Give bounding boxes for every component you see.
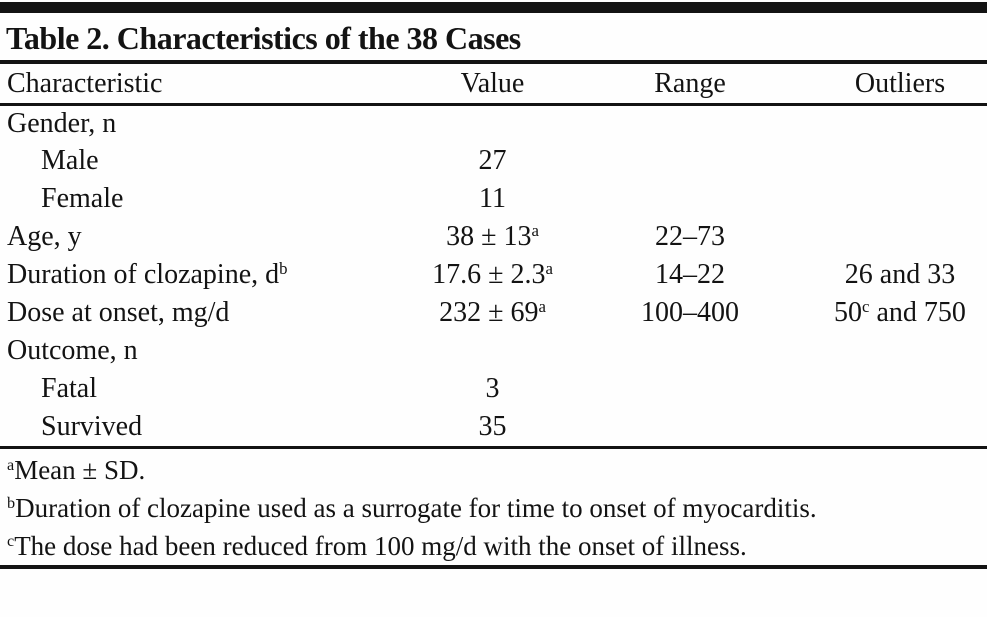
superscript-marker: a <box>538 296 546 316</box>
cell-value <box>390 104 595 142</box>
table-row: Survived 35 <box>0 408 987 446</box>
cell-value: 3 <box>485 373 500 404</box>
superscript-marker: b <box>279 258 288 278</box>
footnote-rule <box>0 446 987 449</box>
cell-range <box>595 370 785 408</box>
footnote-text: The dose had been reduced from 100 mg/d … <box>14 531 747 561</box>
cell-characteristic: Male <box>41 145 99 176</box>
cell-value: 35 <box>478 411 507 442</box>
table-row: Female 11 <box>0 180 987 218</box>
table-row: Age, y 38 ± 13a 22–73 <box>0 218 987 256</box>
table-bottom-rule <box>0 565 987 569</box>
cell-outliers <box>785 104 987 142</box>
cell-characteristic: Survived <box>41 411 143 442</box>
cell-outliers <box>785 332 987 370</box>
table-row: Dose at onset, mg/d 232 ± 69a 100–400 50c a… <box>0 294 987 332</box>
footnote-c: cThe dose had been reduced from 100 mg/d… <box>7 527 898 565</box>
cell-characteristic: Duration of clozapine, db <box>7 258 288 290</box>
footnote-a: aMean ± SD. <box>7 451 898 489</box>
table-row: Duration of clozapine, db 17.6 ± 2.3a 14–2… <box>0 256 987 294</box>
superscript-marker: a <box>531 220 539 240</box>
cell-outliers <box>785 218 987 256</box>
column-header-characteristic: Characteristic <box>0 64 390 106</box>
footnote-marker: a <box>7 456 15 475</box>
footnote-b: bDuration of clozapine used as a surroga… <box>7 489 898 527</box>
cell-characteristic: Dose at onset, mg/d <box>7 297 230 328</box>
footnote-text: Mean ± SD. <box>14 455 146 485</box>
cell-range <box>595 104 785 142</box>
column-header-outliers: Outliers <box>785 64 987 106</box>
footnote-text: Duration of clozapine used as a surrogat… <box>15 493 817 523</box>
cell-value <box>390 332 595 370</box>
cell-range: 22–73 <box>655 221 725 252</box>
column-header-value: Value <box>390 64 595 106</box>
cell-outliers <box>785 180 987 218</box>
cell-outliers: 26 and 33 <box>844 259 956 290</box>
table-row: Gender, n <box>0 104 987 142</box>
cell-characteristic: Gender, n <box>7 107 117 139</box>
title-rule <box>0 60 987 64</box>
cell-range: 14–22 <box>655 259 725 290</box>
cell-value: 27 <box>478 145 507 176</box>
cell-outliers <box>785 408 987 446</box>
table-row: Male 27 <box>0 142 987 180</box>
cell-characteristic: Fatal <box>41 373 97 404</box>
cell-value: 11 <box>479 183 506 214</box>
table-row: Fatal 3 <box>0 370 987 408</box>
header-row: Characteristic Value Range Outliers <box>0 64 987 106</box>
table-body: Gender, n Male 27 Female 11 Age, y 38 ± 13a 22–… <box>0 104 987 446</box>
table-title: Table 2. Characteristics of the 38 Cases <box>6 20 521 56</box>
characteristics-table: Characteristic Value Range Outliers Gender,… <box>0 64 987 446</box>
cell-range <box>595 142 785 180</box>
cell-range: 100–400 <box>641 297 739 328</box>
cell-range <box>595 180 785 218</box>
cell-outliers <box>785 370 987 408</box>
table-header: Characteristic Value Range Outliers <box>0 64 987 106</box>
footnote-marker: b <box>7 494 16 513</box>
column-header-range: Range <box>595 64 785 106</box>
cell-range <box>595 408 785 446</box>
footnote-marker: c <box>7 532 15 551</box>
footnotes-section: aMean ± SD. bDuration of clozapine used a… <box>0 449 987 565</box>
cell-value: 17.6 ± 2.3a <box>432 258 553 290</box>
table-row: Outcome, n <box>0 332 987 370</box>
cell-outliers <box>785 142 987 180</box>
cell-value: 38 ± 13a <box>446 220 539 252</box>
cell-characteristic: Age, y <box>7 221 82 252</box>
superscript-marker: c <box>862 296 870 316</box>
cell-characteristic: Female <box>41 183 124 214</box>
table-top-rule <box>0 2 987 13</box>
cell-characteristic: Outcome, n <box>7 335 138 366</box>
superscript-marker: a <box>545 258 553 278</box>
cell-range <box>595 332 785 370</box>
cell-outliers: 50c and 750 <box>834 296 966 328</box>
cell-value: 232 ± 69a <box>439 296 546 328</box>
